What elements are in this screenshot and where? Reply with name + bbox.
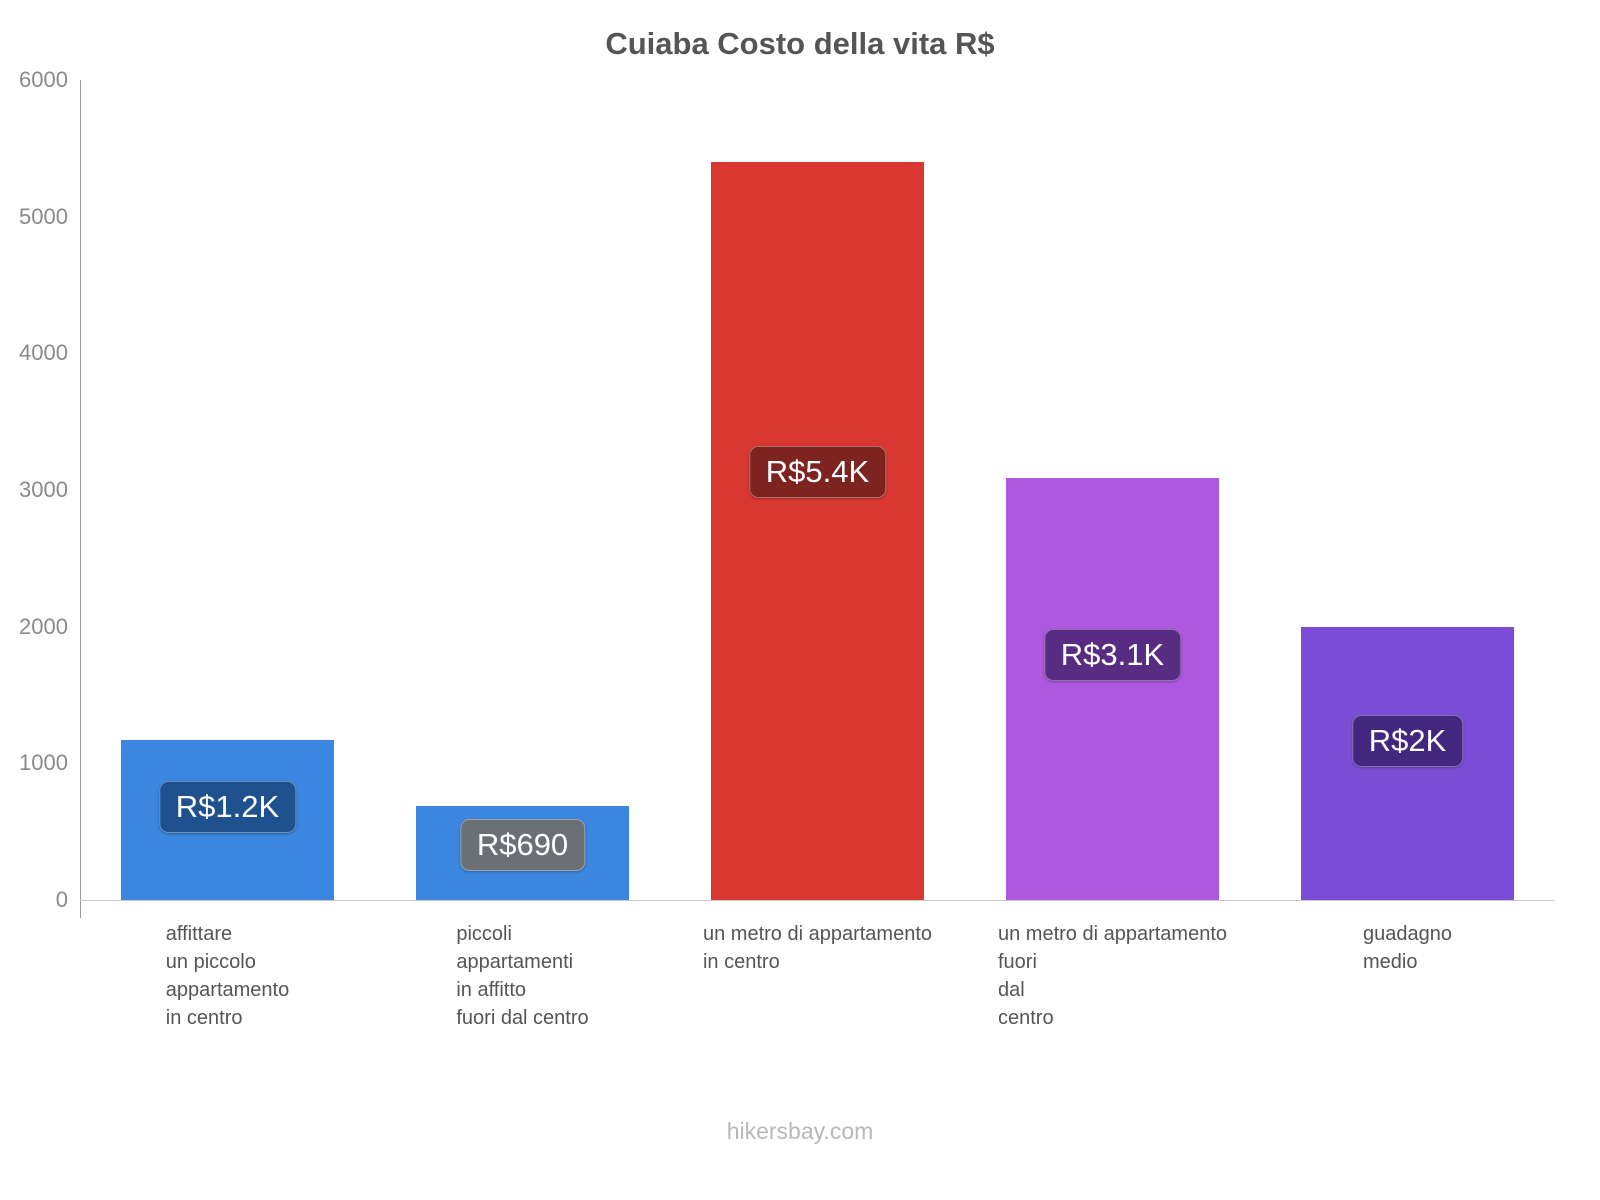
y-tick-label: 3000 [19, 477, 68, 502]
x-category-label: guadagno medio [1363, 923, 1452, 973]
bar-value-badge: R$3.1K [1043, 629, 1182, 682]
y-tick-label: 4000 [19, 340, 68, 366]
x-category-label: piccoli appartamenti in affitto fuori da… [456, 923, 589, 1029]
x-category-label: un metro di appartamento fuori dal centr… [997, 923, 1228, 1029]
chart-title: Cuiaba Costo della vita R$ [605, 26, 995, 61]
x-axis-line [80, 900, 1555, 901]
watermark-hikersbay: hikersbay.com [726, 1118, 874, 1144]
x-category-label: affittare un piccolo appartamento in cen… [165, 923, 290, 1029]
bar-value-badge: R$5.4K [748, 445, 887, 498]
y-tick-label: 2000 [19, 613, 68, 639]
y-axis-line [80, 80, 81, 918]
bar-value-badge: R$1.2K [158, 781, 297, 834]
y-tick-label: 1000 [19, 750, 68, 776]
y-tick-label: 5000 [19, 203, 68, 229]
bar-4 [1006, 477, 1219, 900]
bar-3 [711, 162, 924, 900]
y-tick-label: 0 [55, 887, 68, 912]
x-category-label: un metro di appartamento in centro [702, 923, 933, 973]
y-tick-label: 6000 [19, 67, 68, 92]
bar-value-badge: R$2K [1351, 715, 1464, 768]
bar-value-badge: R$690 [459, 819, 586, 872]
